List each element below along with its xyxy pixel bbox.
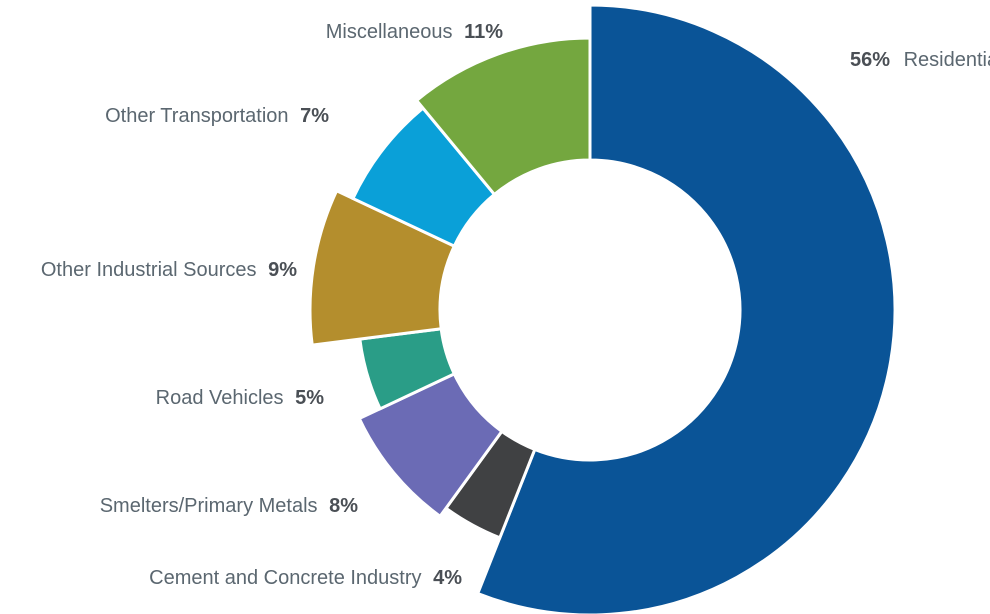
label-cement-name: Cement and Concrete Industry xyxy=(149,567,421,589)
label-other-industrial: Other Industrial Sources 9% xyxy=(41,259,297,281)
label-smelters-name: Smelters/Primary Metals xyxy=(100,495,318,517)
label-miscellaneous-name: Miscellaneous xyxy=(326,21,453,43)
label-smelters: Smelters/Primary Metals 8% xyxy=(100,495,358,517)
label-miscellaneous: Miscellaneous 11% xyxy=(326,21,503,43)
label-residential: 56% Residential xyxy=(850,49,990,71)
label-road-vehicles-name: Road Vehicles xyxy=(156,387,284,409)
label-other-industrial-value: 9% xyxy=(268,259,297,281)
label-other-transportation: Other Transportation 7% xyxy=(105,105,329,127)
label-cement: Cement and Concrete Industry 4% xyxy=(149,567,462,589)
slice-smelters xyxy=(357,371,504,519)
label-other-transportation-name: Other Transportation xyxy=(105,105,288,127)
label-residential-name: Residential xyxy=(904,49,990,71)
label-other-industrial-name: Other Industrial Sources xyxy=(41,259,257,281)
label-smelters-value: 8% xyxy=(329,495,358,517)
label-cement-value: 4% xyxy=(433,567,462,589)
slices-group xyxy=(308,3,897,614)
label-road-vehicles-value: 5% xyxy=(295,387,324,409)
slice-residential xyxy=(475,3,897,614)
label-residential-value: 56% xyxy=(850,49,890,71)
label-miscellaneous-value: 11% xyxy=(464,21,503,43)
label-road-vehicles: Road Vehicles 5% xyxy=(156,387,325,409)
slice-miscellaneous xyxy=(414,36,592,197)
label-other-transportation-value: 7% xyxy=(300,105,329,127)
